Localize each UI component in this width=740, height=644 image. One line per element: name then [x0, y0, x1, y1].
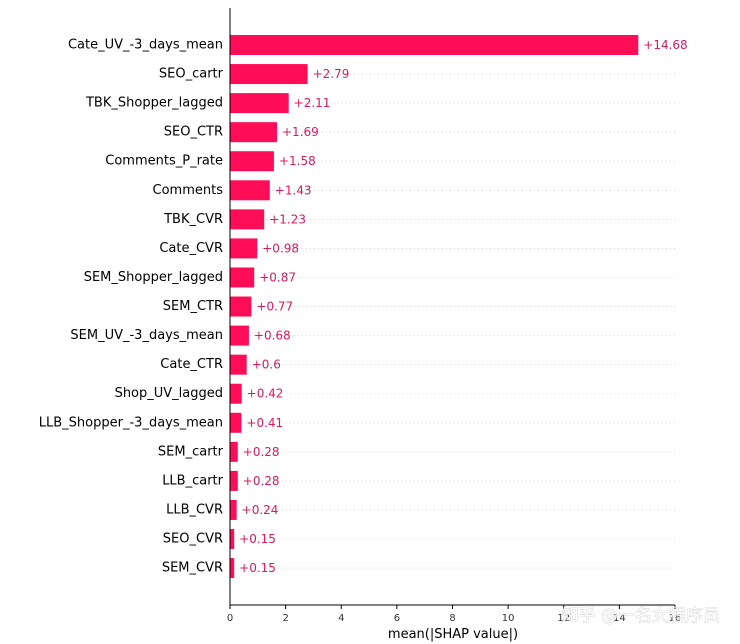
- category-label: SEM_UV_-3_days_mean: [70, 328, 223, 343]
- x-axis-title: mean(|SHAP value|): [388, 627, 518, 642]
- bar: [230, 296, 252, 317]
- bar: [230, 529, 235, 550]
- bars: [230, 35, 639, 579]
- category-label: SEO_cartr: [159, 67, 224, 82]
- category-label: Cate_CTR: [160, 357, 223, 372]
- bar: [230, 93, 289, 114]
- x-tick-label: 16: [669, 613, 682, 624]
- bar: [230, 412, 242, 433]
- bar: [230, 122, 278, 143]
- value-label: +0.24: [242, 503, 279, 517]
- value-label: +0.41: [246, 416, 283, 430]
- x-axis-ticks: 0 2 4 6 8 10 12 14 16: [227, 605, 682, 624]
- category-label: TBK_CVR: [163, 212, 223, 227]
- category-label: SEM_Shopper_lagged: [84, 270, 223, 285]
- x-tick-label: 4: [338, 613, 344, 624]
- category-label: SEM_CVR: [162, 561, 223, 576]
- value-label: +1.69: [282, 125, 319, 139]
- bar: [230, 325, 249, 346]
- value-label: +0.87: [259, 270, 296, 284]
- category-label: SEO_CTR: [164, 125, 223, 140]
- category-label: SEM_CTR: [163, 299, 223, 314]
- bar: [230, 470, 238, 491]
- grid-lines: [230, 44, 675, 569]
- x-tick-label: 2: [282, 613, 288, 624]
- x-tick-label: 10: [502, 613, 515, 624]
- value-label: +1.23: [269, 212, 306, 226]
- category-label: LLB_Shopper_-3_days_mean: [39, 415, 223, 430]
- x-tick-label: 0: [227, 613, 233, 624]
- category-label: SEO_CVR: [163, 532, 223, 547]
- value-label: +0.28: [243, 474, 280, 488]
- bar: [230, 64, 308, 85]
- category-label: Comments: [153, 183, 224, 198]
- category-label: Shop_UV_lagged: [115, 386, 223, 401]
- category-labels: Cate_UV_-3_days_mean SEO_cartr TBK_Shopper…: [39, 38, 224, 576]
- bar: [230, 35, 639, 55]
- value-label: +0.68: [254, 329, 291, 343]
- value-label: +0.15: [239, 561, 276, 575]
- bar: [230, 558, 235, 579]
- category-label: Cate_CVR: [159, 241, 223, 256]
- x-tick-label: 12: [557, 613, 570, 624]
- value-label: +0.77: [256, 300, 293, 314]
- value-label: +14.68: [643, 38, 687, 52]
- category-label: SEM_cartr: [158, 444, 224, 459]
- category-label: LLB_cartr: [162, 473, 223, 488]
- x-tick-label: 14: [613, 613, 626, 624]
- value-label: +0.6: [252, 358, 281, 372]
- bar: [230, 209, 265, 230]
- value-label: +0.42: [247, 387, 284, 401]
- value-label: +0.15: [239, 532, 276, 546]
- category-label: Cate_UV_-3_days_mean: [68, 38, 223, 53]
- value-label: +0.98: [262, 241, 299, 255]
- bar: [230, 354, 247, 375]
- category-label: LLB_CVR: [166, 502, 223, 517]
- bar: [230, 383, 242, 404]
- x-tick-label: 6: [394, 613, 400, 624]
- value-labels: +14.68 +2.79 +2.11 +1.69 +1.58 +1.43 +1.23 +0.9…: [239, 38, 688, 575]
- x-tick-label: 8: [449, 613, 455, 624]
- value-label: +2.79: [313, 67, 350, 81]
- value-label: +1.58: [279, 154, 316, 168]
- value-label: +1.43: [275, 183, 312, 197]
- bar: [230, 441, 238, 462]
- category-label: TBK_Shopper_lagged: [85, 96, 223, 111]
- bar: [230, 267, 255, 288]
- bar: [230, 151, 274, 172]
- value-label: +2.11: [294, 96, 331, 110]
- bar: [230, 238, 258, 259]
- watermark-text: 知乎 @一名女程序员: [562, 606, 720, 626]
- bar: [230, 180, 270, 201]
- category-label: Comments_P_rate: [105, 154, 223, 169]
- bar: [230, 499, 237, 520]
- value-label: +0.28: [243, 445, 280, 459]
